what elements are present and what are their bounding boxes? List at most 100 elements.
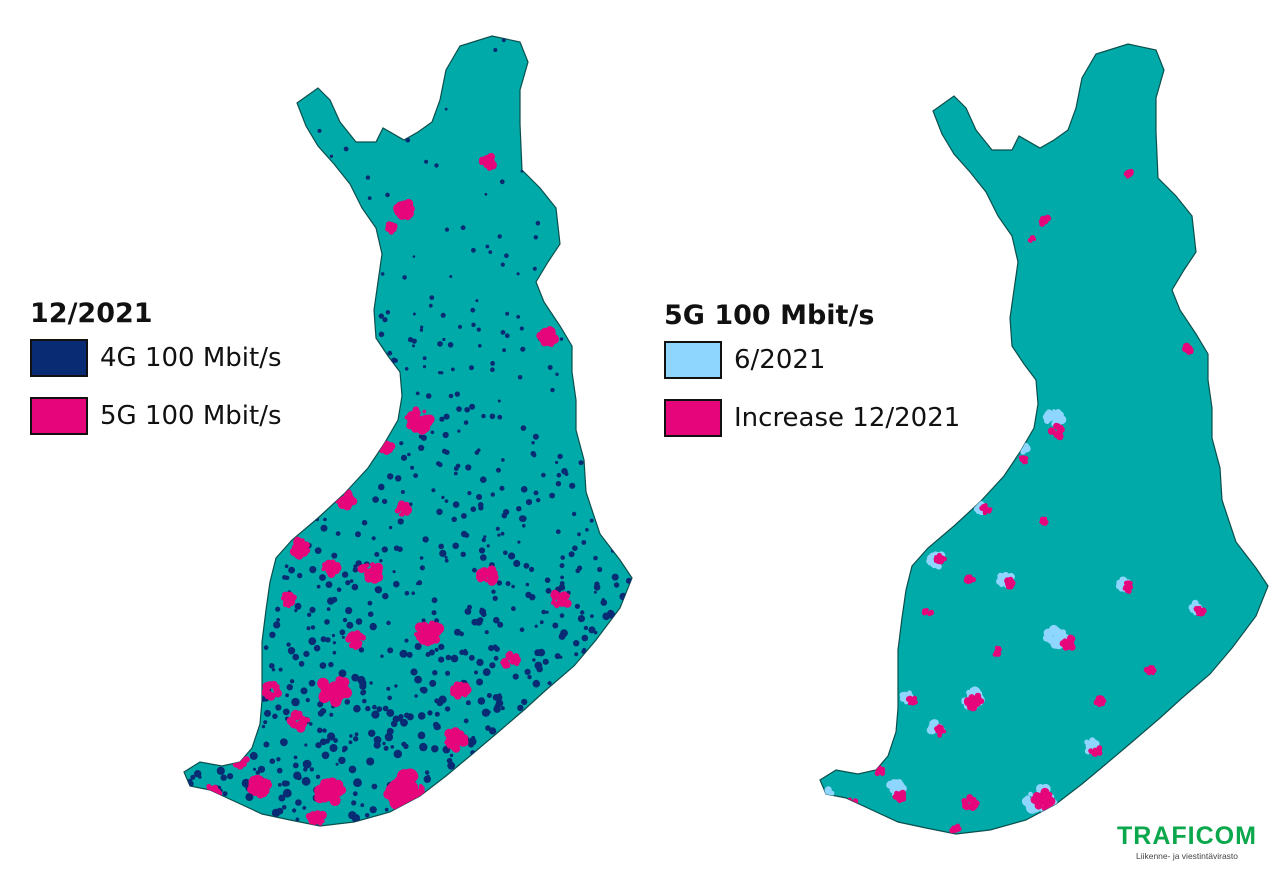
4g-coverage-area — [454, 501, 459, 506]
4g-coverage-area — [390, 745, 395, 749]
4g-coverage-area — [522, 524, 526, 528]
4g-coverage-area — [372, 704, 377, 710]
5g-coverage-increase — [1182, 343, 1189, 349]
5g-coverage-increase — [939, 555, 945, 562]
5g-coverage-area — [319, 811, 327, 820]
5g-coverage-increase — [1057, 428, 1063, 434]
4g-coverage-area — [541, 472, 546, 478]
4g-coverage-area — [471, 322, 476, 327]
5g-coverage-increase — [1127, 169, 1131, 173]
4g-coverage-area — [366, 757, 375, 766]
legend-left: 12/2021 4G 100 Mbit/s 5G 100 Mbit/s — [30, 298, 282, 452]
4g-coverage-area — [419, 687, 425, 693]
4g-coverage-area — [474, 670, 478, 675]
4g-coverage-area — [320, 708, 327, 715]
5g-coverage-area — [282, 595, 289, 602]
4g-coverage-area — [476, 494, 483, 500]
4g-coverage-area — [495, 693, 503, 702]
4g-coverage-area — [424, 770, 430, 775]
4g-coverage-area — [425, 393, 432, 399]
4g-coverage-area — [436, 508, 443, 515]
4g-coverage-area — [444, 227, 450, 232]
4g-coverage-area — [482, 668, 491, 676]
5g-coverage-june-2021 — [900, 693, 907, 700]
5g-coverage-area — [318, 692, 327, 700]
5g-coverage-june-2021 — [1050, 639, 1060, 649]
5g-coverage-increase — [997, 647, 1002, 652]
4g-coverage-area — [611, 573, 619, 581]
4g-coverage-area — [393, 749, 402, 759]
5g-coverage-area — [395, 507, 401, 514]
4g-coverage-area — [422, 536, 429, 543]
map-4g-5g-coverage — [183, 35, 633, 827]
4g-coverage-area — [364, 813, 370, 818]
4g-coverage-area — [332, 650, 337, 655]
5g-coverage-area — [320, 819, 325, 824]
4g-coverage-area — [410, 465, 415, 470]
4g-coverage-area — [444, 555, 448, 559]
5g-coverage-area — [302, 553, 307, 557]
4g-coverage-area — [280, 738, 286, 744]
5g-coverage-increase — [1101, 698, 1105, 703]
5g-coverage-area — [262, 689, 267, 694]
4g-coverage-area — [569, 482, 576, 489]
4g-coverage-area — [447, 761, 456, 770]
4g-coverage-area — [581, 540, 587, 545]
5g-coverage-area — [512, 654, 520, 661]
4g-coverage-area — [519, 326, 524, 331]
4g-coverage-area — [190, 774, 196, 780]
4g-coverage-area — [453, 471, 458, 476]
4g-coverage-area — [367, 611, 374, 617]
4g-coverage-area — [292, 762, 299, 769]
4g-coverage-area — [471, 247, 476, 253]
legend-title: 5G 100 Mbit/s — [664, 300, 875, 331]
4g-coverage-area — [386, 686, 391, 691]
4g-coverage-area — [404, 590, 410, 596]
4g-coverage-area — [438, 543, 445, 550]
finland-land-right — [819, 43, 1269, 835]
5g-coverage-june-2021 — [1056, 418, 1061, 423]
4g-coverage-area — [559, 613, 565, 618]
4g-coverage-area — [372, 496, 379, 503]
4g-coverage-area — [454, 628, 461, 636]
4g-coverage-area — [293, 771, 302, 780]
4g-coverage-area — [402, 275, 407, 280]
4g-coverage-area — [556, 472, 562, 478]
5g-coverage-increase — [880, 771, 884, 775]
4g-coverage-area — [379, 559, 383, 563]
4g-coverage-area — [284, 564, 289, 568]
4g-coverage-area — [560, 555, 565, 560]
5g-coverage-area — [419, 415, 427, 423]
4g-coverage-area — [469, 365, 474, 371]
4g-coverage-area — [345, 580, 351, 586]
4g-coverage-area — [574, 603, 581, 609]
4g-coverage-area — [404, 712, 410, 719]
4g-coverage-area — [385, 192, 390, 198]
4g-coverage-area — [434, 711, 440, 717]
5g-coverage-increase — [1093, 752, 1098, 757]
5g-coverage-area — [479, 162, 483, 166]
5g-coverage-area — [501, 660, 510, 669]
4g-coverage-area — [341, 635, 345, 639]
4g-coverage-area — [493, 655, 499, 661]
4g-coverage-area — [403, 743, 409, 749]
4g-coverage-area — [449, 275, 453, 278]
4g-coverage-area — [378, 331, 385, 338]
4g-coverage-area — [313, 644, 321, 652]
4g-coverage-area — [585, 528, 589, 532]
4g-coverage-area — [434, 647, 439, 652]
4g-coverage-area — [448, 393, 454, 399]
4g-coverage-area — [529, 594, 536, 601]
4g-coverage-area — [382, 592, 389, 600]
4g-coverage-area — [315, 774, 321, 779]
4g-coverage-area — [399, 649, 408, 658]
4g-coverage-area — [387, 695, 393, 701]
4g-coverage-area — [423, 775, 431, 783]
4g-coverage-area — [555, 529, 561, 535]
4g-coverage-area — [444, 706, 451, 712]
4g-coverage-area — [532, 679, 541, 688]
4g-coverage-area — [504, 253, 509, 258]
5g-coverage-area — [407, 411, 415, 420]
4g-coverage-area — [359, 682, 367, 690]
4g-coverage-area — [317, 727, 323, 734]
